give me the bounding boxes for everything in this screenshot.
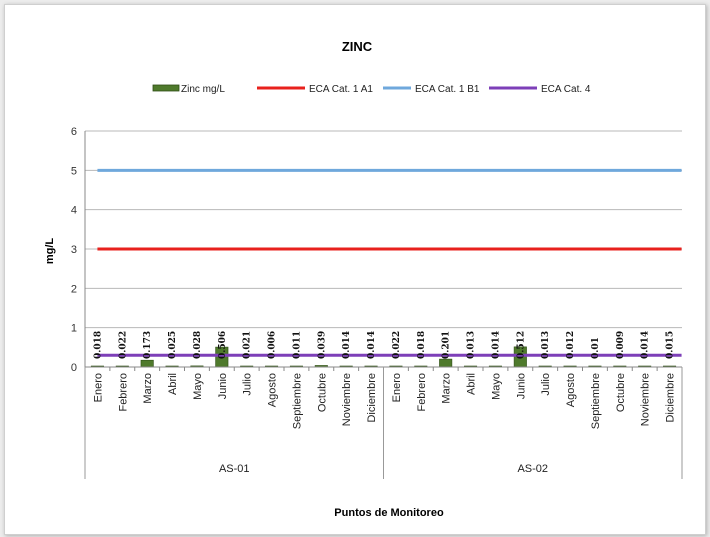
y-tick-label-5: 5 xyxy=(71,165,77,177)
data-label-21: 0.009 xyxy=(616,331,626,359)
zinc-chart: ZINC Zinc mg/L ECA Cat. 1 A1 ECA Cat. 1 … xyxy=(44,39,683,519)
x-category-label-11: Diciembre xyxy=(366,373,378,423)
data-label-0: 0.018 xyxy=(93,331,103,359)
x-category-label-15: Abril xyxy=(466,373,478,395)
x-category-label-12: Enero xyxy=(391,373,403,402)
data-label-17: 0.512 xyxy=(516,331,526,359)
reference-lines xyxy=(97,168,682,357)
data-label-1: 0.022 xyxy=(118,331,128,359)
data-label-22: 0.014 xyxy=(641,331,651,359)
bar-14 xyxy=(439,358,453,368)
x-axis: Enero Febrero Marzo Abril Mayo Junio Julio Agos… xyxy=(84,366,683,479)
data-label-15: 0.013 xyxy=(467,331,477,359)
data-label-9: 0.039 xyxy=(317,331,327,359)
data-label-12: 0.022 xyxy=(392,331,402,359)
data-label-10: 0.014 xyxy=(342,331,352,359)
legend-label-zinc: Zinc mg/L xyxy=(181,84,225,95)
x-category-label-6: Julio xyxy=(242,373,254,396)
y-tick-label-3: 3 xyxy=(71,244,77,256)
x-category-label-16: Mayo xyxy=(490,373,502,400)
x-category-label-19: Agosto xyxy=(565,373,577,407)
legend-label-eca-4: ECA Cat. 4 xyxy=(541,84,591,95)
y-axis-ticks: 0 1 2 3 4 5 6 xyxy=(71,126,86,374)
legend-item-eca-b1: ECA Cat. 1 B1 xyxy=(383,84,480,95)
data-label-19: 0.012 xyxy=(566,331,576,359)
y-tick-label-2: 2 xyxy=(71,283,77,295)
x-category-label-21: Octubre xyxy=(615,373,627,412)
chart-container: ZINC Zinc mg/L ECA Cat. 1 A1 ECA Cat. 1 … xyxy=(4,4,706,535)
data-label-16: 0.014 xyxy=(491,331,501,359)
data-label-14: 0.201 xyxy=(442,331,452,359)
data-label-6: 0.021 xyxy=(243,331,253,359)
x-category-label-10: Noviembre xyxy=(341,373,353,426)
group-label-AS-02: AS-02 xyxy=(517,463,548,475)
data-label-13: 0.018 xyxy=(417,331,427,359)
x-category-label-1: Febrero xyxy=(117,373,129,412)
x-category-label-14: Marzo xyxy=(441,373,453,404)
x-category-label-18: Julio xyxy=(540,373,552,396)
y-tick-label-6: 6 xyxy=(71,126,77,138)
data-label-5: 0.506 xyxy=(218,331,228,359)
x-category-label-0: Enero xyxy=(92,373,104,402)
legend-label-eca-b1: ECA Cat. 1 B1 xyxy=(415,84,480,95)
legend-item-eca-a1: ECA Cat. 1 A1 xyxy=(257,84,373,95)
x-category-label-22: Noviembre xyxy=(640,373,652,426)
legend-label-eca-a1: ECA Cat. 1 A1 xyxy=(309,84,373,95)
bar-2 xyxy=(140,359,154,368)
legend-item-zinc: Zinc mg/L xyxy=(152,84,225,95)
y-tick-label-0: 0 xyxy=(71,362,77,374)
data-label-23: 0.015 xyxy=(666,331,676,359)
x-category-label-23: Diciembre xyxy=(665,373,677,423)
x-category-label-4: Mayo xyxy=(192,373,204,400)
chart-title: ZINC xyxy=(342,39,373,54)
data-labels: 0.018 0.022 0.173 0.025 0.028 0.506 0.021 0.006… xyxy=(93,331,675,359)
data-label-18: 0.013 xyxy=(541,331,551,359)
x-category-label-13: Febrero xyxy=(416,373,428,412)
data-label-20: 0.01 xyxy=(591,337,601,359)
x-category-label-17: Junio xyxy=(515,373,527,399)
x-category-label-3: Abril xyxy=(167,373,179,395)
data-label-7: 0.006 xyxy=(268,331,278,359)
x-category-label-9: Octubre xyxy=(316,373,328,412)
y-axis-title: mg/L xyxy=(44,238,56,265)
x-category-label-5: Junio xyxy=(217,373,229,399)
bars xyxy=(90,346,677,368)
x-category-label-8: Septiembre xyxy=(291,373,303,429)
group-label-AS-01: AS-01 xyxy=(219,463,250,475)
legend-item-eca-4: ECA Cat. 4 xyxy=(489,84,591,95)
x-category-label-2: Marzo xyxy=(142,373,154,404)
y-tick-label-1: 1 xyxy=(71,323,77,335)
data-label-4: 0.028 xyxy=(193,331,203,359)
x-category-label-7: Agosto xyxy=(267,373,279,407)
data-label-8: 0.011 xyxy=(292,331,302,359)
x-category-label-20: Septiembre xyxy=(590,373,602,429)
y-tick-label-4: 4 xyxy=(71,205,77,217)
data-label-2: 0.173 xyxy=(143,331,153,359)
data-label-11: 0.014 xyxy=(367,331,377,359)
legend-swatch-zinc xyxy=(152,84,180,92)
x-axis-title: Puntos de Monitoreo xyxy=(334,507,444,519)
data-label-3: 0.025 xyxy=(168,331,178,359)
legend: Zinc mg/L ECA Cat. 1 A1 ECA Cat. 1 B1 EC… xyxy=(152,84,591,95)
